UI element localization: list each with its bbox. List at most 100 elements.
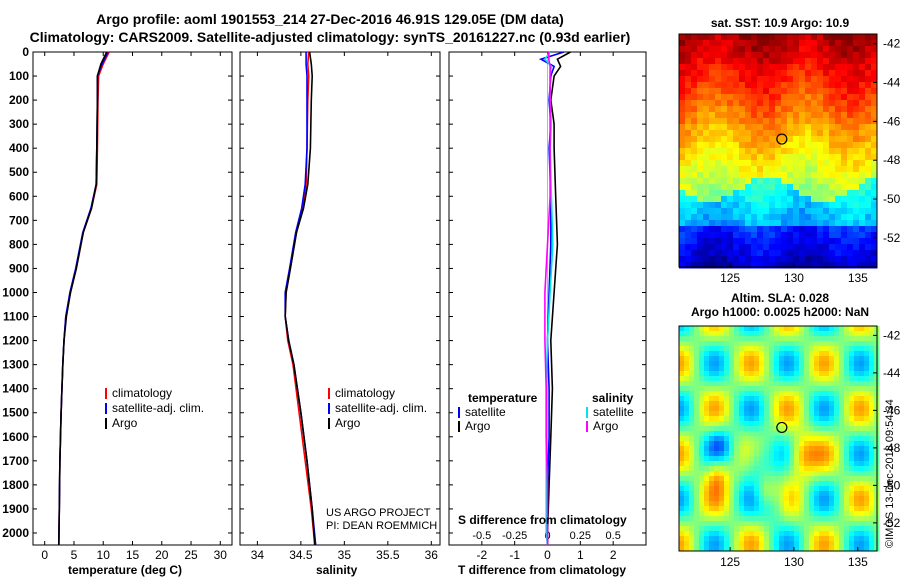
difference-xtick-label: -1 — [509, 548, 520, 562]
depth-tick-label: 1000 — [2, 285, 29, 299]
depth-tick-label: 1200 — [2, 334, 29, 348]
difference-legend-swatch — [586, 407, 588, 418]
difference-legend-label: satellite — [593, 405, 634, 419]
temperature-series-argo — [58, 51, 108, 546]
temperature-xtick-label: 10 — [97, 548, 111, 562]
depth-tick-label: 1300 — [2, 358, 29, 372]
sst_map-ytick-label: -50 — [883, 192, 900, 206]
title-line-1: Argo profile: aoml 1901553_214 27-Dec-20… — [96, 11, 564, 27]
difference-series-salinity-argo — [544, 52, 551, 545]
salinity-xtick-label: 36 — [425, 548, 439, 562]
sst_map-ytick-label: -52 — [883, 231, 900, 245]
temperature-xtick-label: 5 — [71, 548, 78, 562]
imos-timestamp: ©IMOS 13-Dec-2018 09:54:34 — [884, 399, 896, 548]
sst_map-ytick-label: -44 — [883, 76, 900, 90]
difference-legend-swatch — [458, 421, 460, 432]
depth-tick-label: 2000 — [2, 526, 29, 540]
sla-map-pixels — [679, 326, 880, 552]
salinity-legend-label: Argo — [335, 416, 361, 430]
depth-tick-label: 500 — [9, 165, 29, 179]
sla_map-ytick-label: -44 — [883, 366, 900, 380]
temperature-legend-label: Argo — [112, 416, 138, 430]
difference-legend-label: satellite — [465, 405, 506, 419]
sst_map-ytick-label: -48 — [883, 153, 900, 167]
salinity-xlabel: salinity — [316, 563, 358, 577]
depth-tick-label: 300 — [9, 117, 29, 131]
sst_map-ytick-label: -42 — [883, 37, 900, 51]
sla_map-ytick-label: -46 — [883, 403, 900, 417]
depth-tick-label: 900 — [9, 261, 29, 275]
sla_map-xtick-label: 130 — [784, 555, 804, 569]
sla_map-ytick-label: -48 — [883, 441, 900, 455]
temperature-legend-swatch — [105, 388, 107, 399]
project-credit: US ARGO PROJECT — [326, 507, 431, 519]
sla_map-xtick-label: 135 — [848, 555, 868, 569]
depth-tick-label: 1700 — [2, 454, 29, 468]
sst_map-xtick-label: 130 — [784, 271, 804, 285]
salinity-xtick-label: 35 — [338, 548, 352, 562]
salinity-legend-swatch — [328, 403, 330, 414]
difference-legend-header: temperature — [468, 391, 538, 405]
temperature-xtick-label: 30 — [214, 548, 228, 562]
sst_map-frame — [678, 33, 878, 268]
depth-tick-label: 1400 — [2, 382, 29, 396]
sst-map-title: sat. SST: 10.9 Argo: 10.9 — [710, 16, 850, 30]
difference-s-tick-label: -0.25 — [502, 530, 527, 542]
difference-s-tick-label: 0.25 — [570, 530, 591, 542]
difference-s-tick-label: 0.5 — [606, 530, 621, 542]
difference-legend-label: Argo — [593, 419, 619, 433]
difference-xtick-label: -2 — [476, 548, 487, 562]
depth-tick-label: 600 — [9, 189, 29, 203]
depth-tick-label: 200 — [9, 93, 29, 107]
depth-tick-label: 800 — [9, 237, 29, 251]
difference-legend-label: Argo — [465, 419, 491, 433]
sla_map-ytick-label: -50 — [883, 478, 900, 492]
sla_map-argo-marker — [776, 421, 788, 434]
temperature-xlabel: temperature (deg C) — [68, 563, 183, 577]
temperature-legend-label: climatology — [112, 386, 172, 400]
sst_map-xtick-label: 125 — [720, 271, 740, 285]
salinity-series-argo — [284, 51, 316, 546]
pi-credit: PI: DEAN ROEMMICH — [326, 520, 438, 532]
temperature-legend-swatch — [105, 418, 107, 429]
salinity-legend-label: climatology — [335, 386, 395, 400]
sla_map-frame — [678, 325, 878, 552]
difference-xtick-label: 2 — [610, 548, 617, 562]
s-difference-label: S difference from climatology — [458, 513, 627, 527]
sla_map-ytick-label: -52 — [883, 516, 900, 530]
difference-legend-swatch — [458, 407, 460, 418]
difference-xlabel: T difference from climatology — [458, 563, 627, 577]
depth-tick-label: 1900 — [2, 502, 29, 516]
depth-tick-label: 0 — [22, 45, 29, 59]
depth-tick-label: 1800 — [2, 478, 29, 492]
difference-xtick-label: 1 — [577, 548, 584, 562]
salinity-xtick-label: 35.5 — [376, 548, 400, 562]
salinity-xtick-label: 34 — [251, 548, 265, 562]
sla_map-ytick-label: -42 — [883, 328, 900, 342]
salinity-legend-swatch — [328, 388, 330, 399]
difference-series-temperature-argo — [546, 51, 571, 545]
sla-map-subtitle: Argo h1000: 0.0025 h2000: NaN — [690, 305, 870, 319]
difference-xtick-label: 0 — [544, 548, 551, 562]
sla_map-xtick-label: 125 — [720, 555, 740, 569]
salinity-xtick-label: 34.5 — [289, 548, 313, 562]
difference-legend-swatch — [586, 421, 588, 432]
sla-map-title: Altim. SLA: 0.028 — [730, 291, 830, 305]
difference-s-tick-label: -0.5 — [472, 530, 491, 542]
depth-tick-label: 700 — [9, 213, 29, 227]
depth-tick-label: 400 — [9, 141, 29, 155]
difference-series-temperature-satellite — [538, 51, 565, 545]
temperature-xtick-label: 25 — [184, 548, 198, 562]
sst_map-xtick-label: 135 — [848, 271, 868, 285]
salinity-legend-label: satellite-adj. clim. — [335, 401, 427, 415]
temperature-legend-swatch — [105, 403, 107, 414]
depth-tick-label: 100 — [9, 69, 29, 83]
depth-tick-label: 1500 — [2, 406, 29, 420]
temperature-frame — [32, 51, 233, 546]
sst-map-pixels — [679, 34, 878, 269]
salinity-frame — [239, 51, 441, 546]
title-line-2: Climatology: CARS2009. Satellite-adjuste… — [29, 29, 631, 45]
temperature-xtick-label: 20 — [155, 548, 169, 562]
sst_map-argo-marker — [776, 133, 788, 145]
